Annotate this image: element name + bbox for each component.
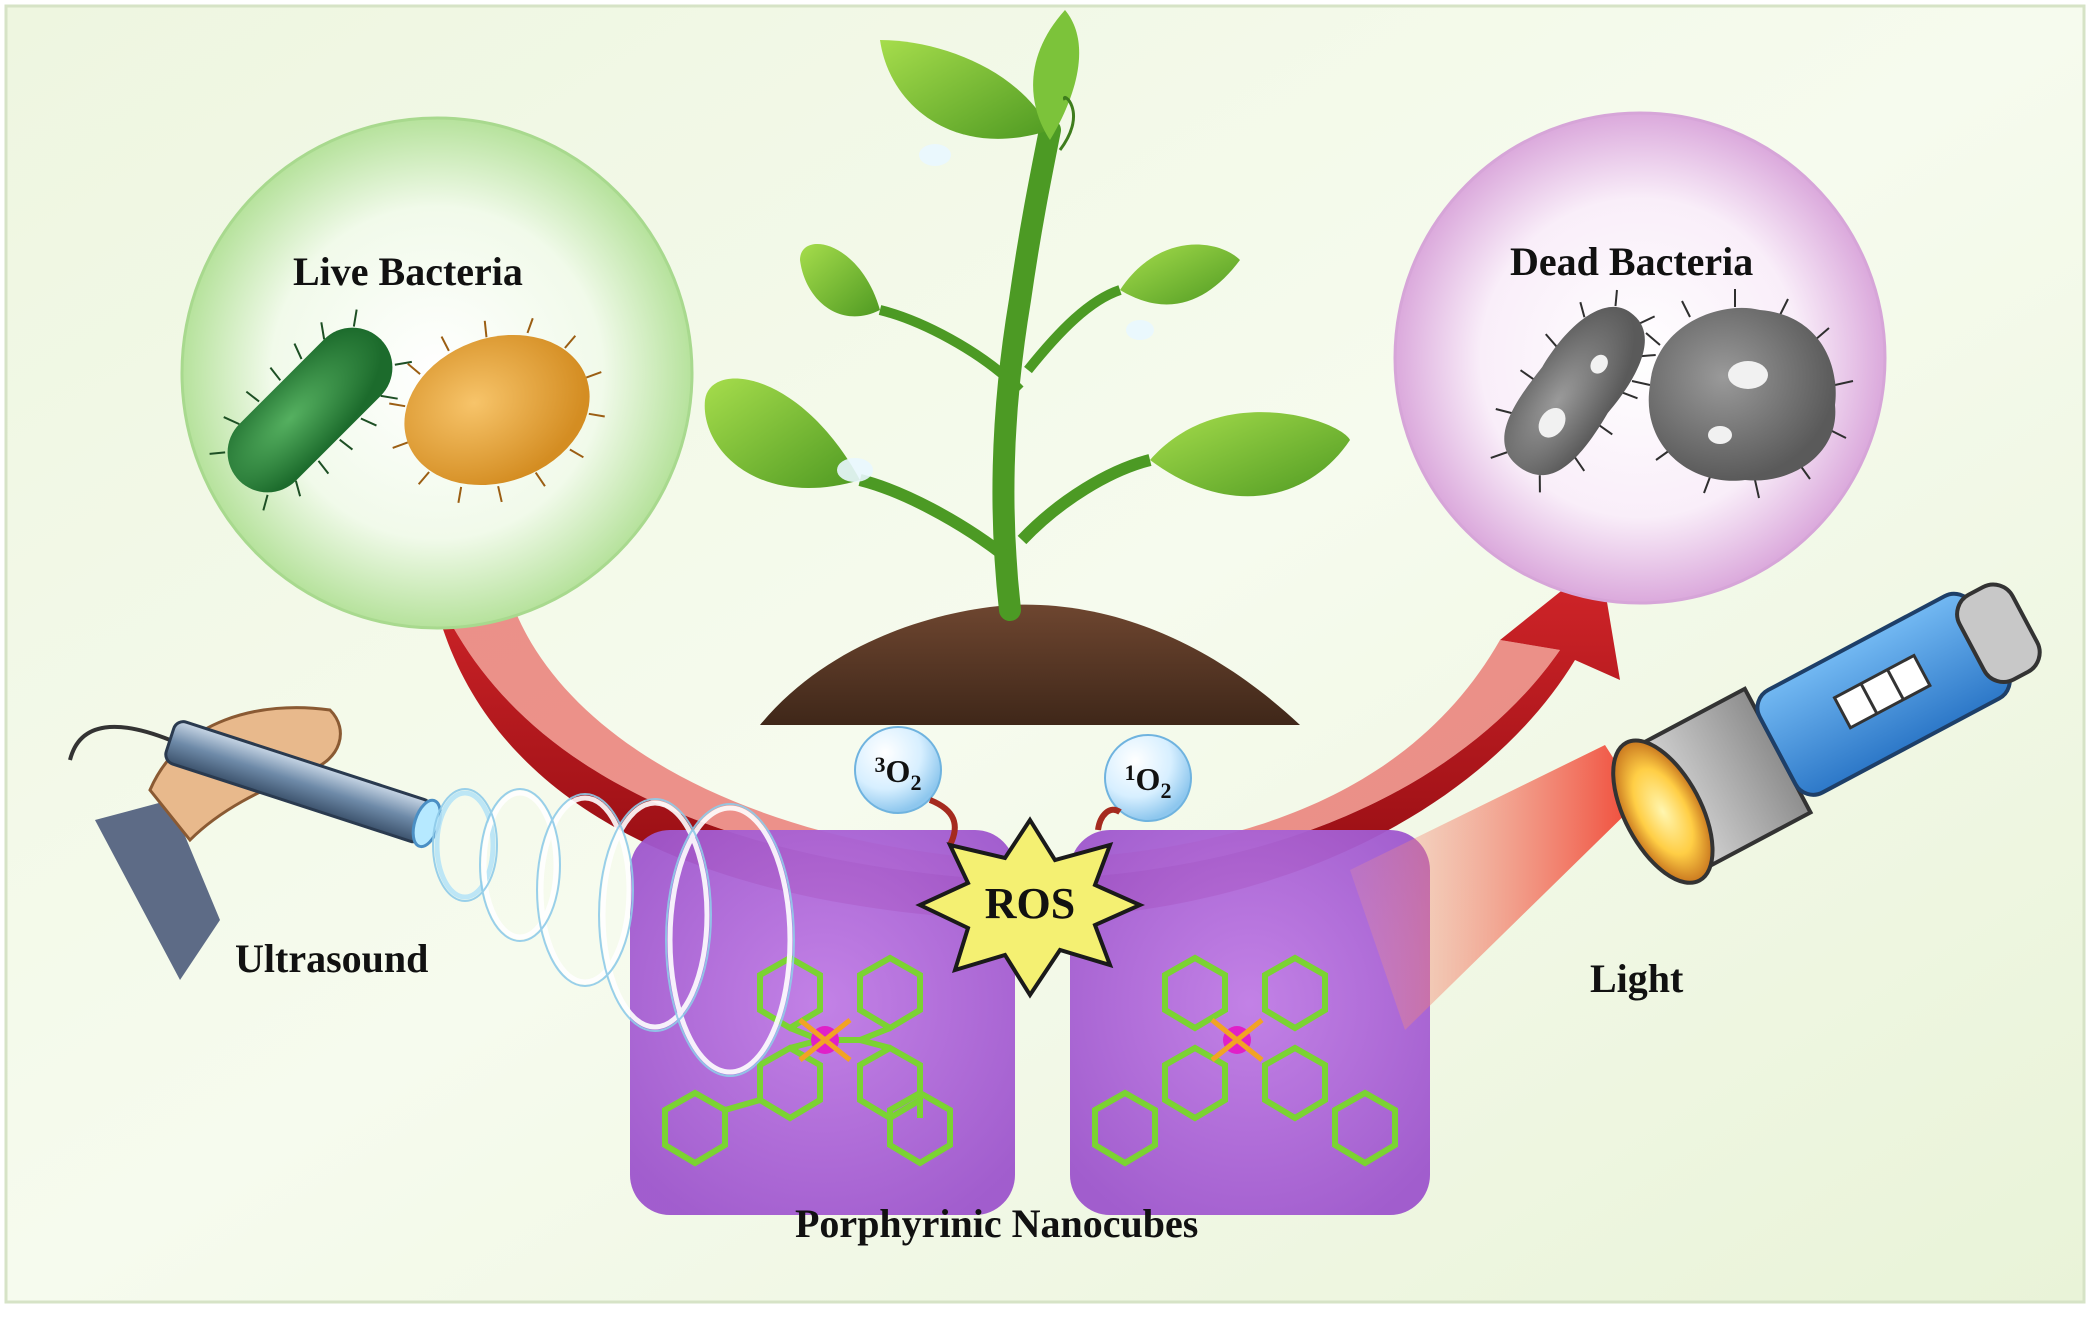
svg-text:1O2: 1O2 xyxy=(1125,760,1172,803)
light-beam xyxy=(1350,745,1640,1030)
ros-burst: ROS xyxy=(915,816,1145,999)
live-bacteria-icon xyxy=(209,309,605,511)
triplet-oxygen-bubble: 3O2 xyxy=(854,726,958,847)
singlet-base: O xyxy=(1136,761,1161,797)
dead-bacteria-label: Dead Bacteria xyxy=(1510,239,1754,284)
svg-text:3O2: 3O2 xyxy=(875,752,922,795)
nanocubes-label: Porphyrinic Nanocubes xyxy=(795,1201,1199,1246)
ultrasound-probe-icon xyxy=(68,706,795,1077)
dead-bacteria-icon xyxy=(1490,289,1854,499)
ultrasound-label: Ultrasound xyxy=(235,936,429,981)
seedling-icon xyxy=(704,10,1350,725)
triplet-sup: 3 xyxy=(875,752,886,777)
live-bacteria-label: Live Bacteria xyxy=(293,249,523,294)
light-label: Light xyxy=(1590,956,1684,1001)
triplet-base: O xyxy=(886,753,911,789)
flashlight-icon xyxy=(1611,582,2042,885)
singlet-oxygen-bubble: 1O2 xyxy=(1095,734,1192,831)
ros-label: ROS xyxy=(985,879,1075,928)
singlet-sup: 1 xyxy=(1125,760,1136,785)
triplet-sub: 2 xyxy=(910,770,921,795)
nanocube-left xyxy=(630,830,1015,1215)
singlet-sub: 2 xyxy=(1160,778,1171,803)
nanocube-right xyxy=(1070,830,1430,1215)
